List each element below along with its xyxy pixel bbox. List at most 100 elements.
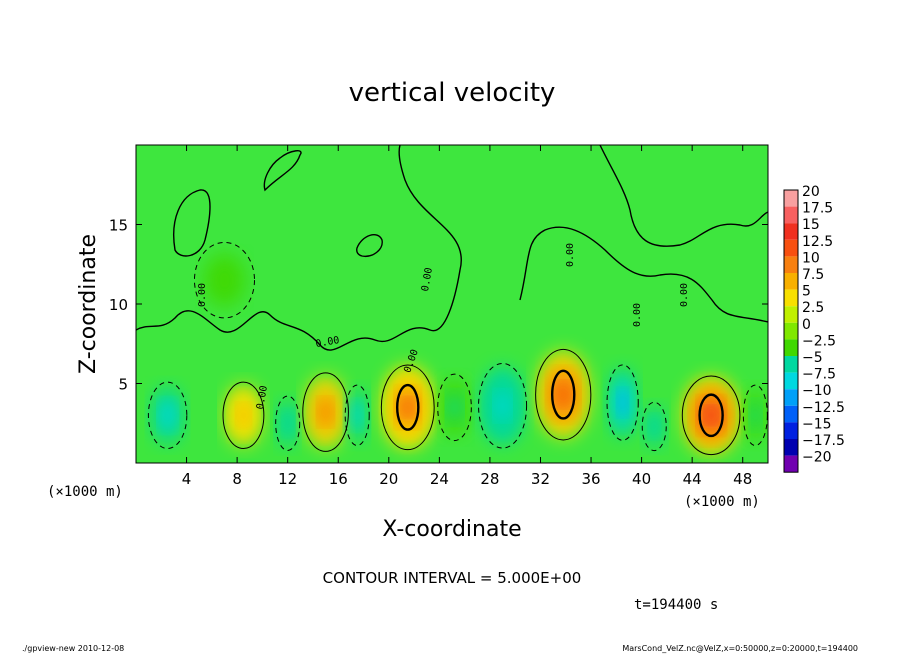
colorbar-swatch [784, 422, 798, 439]
colorbar-label: 20 [802, 184, 820, 200]
negative-contour [344, 384, 370, 447]
heat-cell [402, 399, 413, 416]
positive-contour [535, 348, 592, 441]
negative-contour [193, 241, 255, 319]
y-tick-label: 10 [109, 296, 128, 314]
contour-label: 0.00 [315, 335, 341, 350]
colorbar-swatch [784, 322, 798, 340]
x-axis-label: X-coordinate [382, 517, 521, 542]
heat-cell [495, 392, 510, 419]
x-tick-label: 24 [430, 470, 449, 488]
heat-cell [705, 407, 717, 424]
zero-contour-small [356, 234, 383, 257]
x-tick-label: 8 [232, 470, 242, 488]
contour-label: 0.00 [255, 385, 270, 411]
colorbar-swatch [784, 256, 798, 273]
colorbar-label: −10 [802, 383, 832, 399]
colorbar: 2017.51512.5107.552.50−2.5−5−7.5−10−12.5… [783, 184, 845, 473]
heat-cell [447, 393, 462, 422]
contour-interval-label: CONTOUR INTERVAL = 5.000E+00 [323, 569, 582, 587]
x-tick-label: 12 [278, 470, 297, 488]
x-tick-label: 32 [531, 470, 550, 488]
negative-contour [606, 364, 639, 441]
negative-contour [742, 384, 768, 447]
footer-right: MarsCond_VelZ.nc@VelZ,x=0:50000,z=0:2000… [622, 644, 858, 653]
y-tick-label: 5 [118, 376, 128, 394]
x-tick-label: 40 [632, 470, 651, 488]
colorbar-swatch [784, 206, 798, 224]
colorbar-label: −15 [802, 416, 832, 432]
x-unit-left: (×1000 m) [47, 484, 123, 500]
colorbar-frame [783, 189, 799, 473]
colorbar-label: −12.5 [802, 400, 845, 416]
velocity-cells [151, 254, 766, 455]
heat-cell [203, 254, 246, 307]
heat-cell [556, 383, 570, 406]
x-tick-label: 16 [329, 470, 348, 488]
colorbar-swatch [784, 339, 798, 356]
colorbar-label: −20 [802, 450, 832, 466]
zero-contour-upper-left [173, 189, 211, 257]
footer-left: ./gpview-new 2010-12-08 [22, 644, 124, 653]
positive-contour [380, 364, 435, 451]
x-ticks: 4 8 12 16 20 24 28 32 36 40 44 48 [182, 145, 752, 488]
positive-contour [222, 381, 265, 450]
zero-contour-blob [263, 150, 302, 192]
zero-contour-right [519, 226, 768, 323]
heat-cell [159, 401, 176, 430]
colorbar-label: −7.5 [802, 367, 836, 383]
colorbar-swatch [784, 356, 798, 373]
contour-label: 0.00 [420, 267, 435, 293]
contour-label: 0.00 [565, 243, 576, 267]
zero-contour-top [599, 145, 768, 247]
heat-cell [617, 390, 628, 415]
colorbar-swatch [784, 289, 798, 307]
colorbar-label: −5 [802, 350, 823, 366]
colorbar-label: −2.5 [802, 333, 836, 349]
y-ticks: 5 10 15 [109, 217, 768, 394]
colorbar-swatch [784, 239, 798, 257]
negative-contour [437, 373, 472, 442]
colorbar-label: 2.5 [802, 300, 824, 316]
y-tick-label: 15 [109, 217, 128, 235]
colorbar-swatch [784, 273, 798, 290]
colorbar-swatch [784, 405, 798, 423]
colorbar-swatch [784, 306, 798, 323]
contour-label: 0.00 [632, 303, 643, 327]
colorbar-swatch [784, 439, 798, 456]
x-tick-label: 28 [480, 470, 499, 488]
negative-contour [147, 381, 188, 450]
heat-cell [649, 416, 660, 437]
colorbar-label: −17.5 [802, 433, 845, 449]
colorbar-label: 12.5 [802, 234, 833, 250]
x-tick-label: 48 [733, 470, 752, 488]
heat-cell [750, 402, 761, 429]
negative-contour [275, 395, 301, 451]
heat-cell [282, 411, 293, 435]
colorbar-swatch [784, 455, 798, 473]
y-axis-label: Z-coordinate [76, 234, 101, 374]
contour-lines [136, 145, 768, 456]
time-label: t=194400 s [634, 597, 718, 613]
heat-cell [237, 405, 250, 426]
cell-contours [147, 241, 768, 456]
colorbar-label: 10 [802, 250, 820, 266]
contour-label: 0.00 [197, 283, 208, 307]
colorbar-label: 17.5 [802, 201, 833, 217]
x-tick-label: 4 [182, 470, 192, 488]
strong-contour [395, 383, 420, 431]
colorbar-label: 15 [802, 217, 820, 233]
x-tick-label: 44 [683, 470, 702, 488]
x-unit-right: (×1000 m) [684, 494, 760, 510]
colorbar-swatch [784, 190, 798, 207]
zero-contour-upper [136, 145, 463, 351]
positive-contour [681, 375, 741, 456]
x-tick-label: 20 [379, 470, 398, 488]
colorbar-label: 5 [802, 284, 811, 300]
strong-contour [550, 369, 576, 420]
colorbar-swatch [784, 223, 798, 240]
strong-contour [698, 393, 724, 438]
negative-contour [641, 401, 667, 452]
